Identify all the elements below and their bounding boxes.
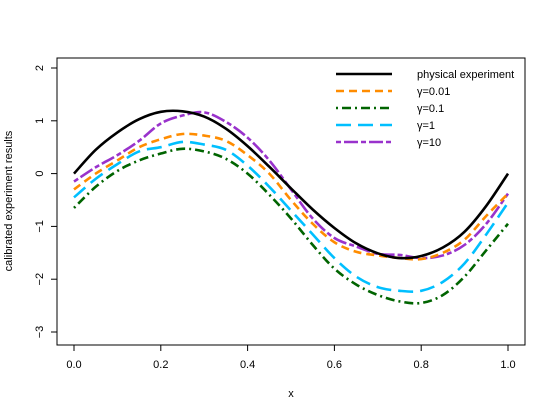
y-tick-label: 1 <box>34 118 46 124</box>
series-line-4 <box>73 110 510 260</box>
x-tick-label: 0.8 <box>414 359 429 371</box>
y-tick-label: −2 <box>34 273 46 286</box>
plot-frame <box>56 57 526 346</box>
y-tick-label: 2 <box>34 65 46 71</box>
x-tick-label: 0.6 <box>327 359 342 371</box>
x-tick-label: 0.0 <box>66 359 81 371</box>
series-layer <box>73 109 510 305</box>
x-tick-label: 0.2 <box>153 359 168 371</box>
legend-label-0: physical experiment <box>417 69 514 81</box>
y-tick-label: −1 <box>34 220 46 233</box>
x-tick-label: 1.0 <box>500 359 515 371</box>
x-axis-label: x <box>288 388 294 400</box>
x-axis: 0.0 0.2 0.4 0.6 0.8 1.0 <box>66 345 516 371</box>
y-tick-label: −3 <box>34 326 46 339</box>
legend-label-3: γ=1 <box>417 120 435 132</box>
legend-label-1: γ=0.01 <box>417 86 450 98</box>
legend-label-4: γ=10 <box>417 137 441 149</box>
y-axis-label: calibrated experiment results <box>3 130 15 271</box>
y-tick-label: 0 <box>34 171 46 177</box>
x-tick-label: 0.4 <box>240 359 255 371</box>
series-line-1 <box>73 132 509 261</box>
legend-label-2: γ=0.1 <box>417 103 444 115</box>
series-line-2 <box>73 147 510 305</box>
y-axis: −3 −2 −1 0 1 2 <box>34 65 57 338</box>
series-line-0 <box>73 109 510 260</box>
legend: physical experiment γ=0.01 γ=0.1 γ=1 γ=10 <box>336 69 514 149</box>
